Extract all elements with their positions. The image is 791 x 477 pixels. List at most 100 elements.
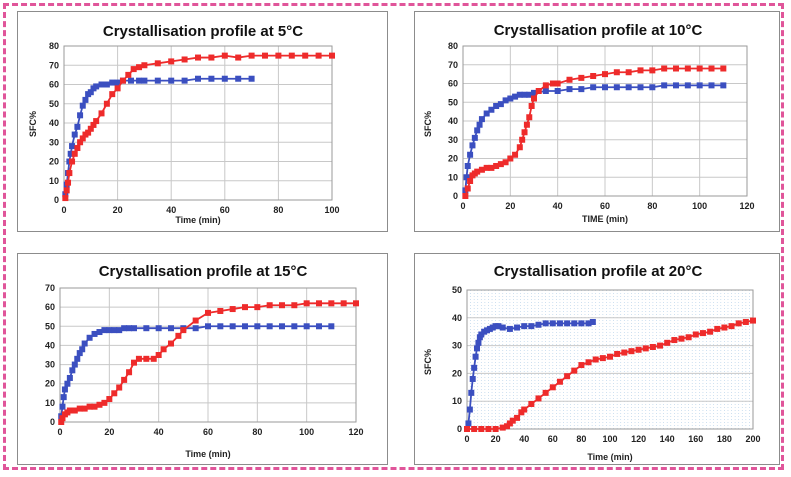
data-point: [720, 65, 727, 72]
y-tick-label: 0: [453, 191, 458, 201]
chart-title: Crystallisation profile at 20°C: [494, 263, 703, 280]
data-point: [77, 139, 84, 146]
y-tick-label: 30: [49, 137, 59, 147]
data-point: [664, 339, 671, 346]
data-point: [592, 356, 599, 363]
data-point: [242, 323, 248, 330]
data-point: [101, 399, 108, 406]
data-point: [528, 103, 535, 109]
data-point: [217, 307, 224, 314]
data-point: [150, 355, 157, 362]
y-tick-label: 20: [45, 379, 55, 389]
data-point: [661, 82, 668, 89]
chart-svg-5c: Crystallisation profile at 5°C 0 10 20 30 40 5…: [28, 23, 340, 225]
data-point: [340, 300, 347, 307]
data-point: [77, 112, 84, 119]
series-line-blue: [64, 77, 252, 195]
data-point: [495, 323, 502, 330]
data-point: [488, 106, 495, 113]
x-tick-label: 100: [299, 427, 314, 437]
data-point: [637, 84, 644, 91]
data-point: [303, 300, 310, 307]
x-tick-label: 20: [491, 434, 501, 444]
data-point: [549, 384, 556, 391]
data-point: [735, 320, 742, 327]
y-tick-label: 20: [448, 154, 458, 164]
y-tick-label: 70: [45, 283, 55, 293]
data-point: [521, 129, 528, 136]
data-point: [59, 403, 66, 410]
data-point: [556, 320, 563, 327]
data-point: [136, 64, 143, 71]
plot-area: [59, 287, 357, 423]
data-point: [556, 378, 563, 385]
y-tick-label: 80: [448, 41, 458, 51]
x-tick-label: 100: [602, 434, 617, 444]
data-point: [499, 424, 506, 431]
data-point: [91, 330, 98, 337]
data-point: [467, 178, 474, 184]
data-point: [114, 85, 121, 92]
data-point: [742, 318, 749, 325]
data-point: [155, 325, 162, 332]
data-point: [279, 302, 285, 309]
data-point: [507, 155, 514, 162]
data-point: [180, 327, 187, 334]
data-point: [528, 400, 535, 407]
y-tick-label: 10: [448, 172, 458, 182]
data-point: [242, 304, 248, 311]
data-point: [302, 52, 309, 59]
data-point: [549, 320, 556, 327]
data-point: [671, 337, 678, 344]
data-point: [554, 80, 561, 87]
x-tick-label: 40: [553, 201, 563, 211]
x-tick-label: 20: [113, 205, 123, 215]
data-point: [101, 327, 108, 334]
data-point: [521, 323, 528, 330]
data-point: [512, 93, 519, 100]
data-point: [71, 407, 78, 414]
data-point: [131, 325, 137, 332]
data-point: [254, 304, 261, 311]
data-point: [195, 75, 201, 82]
data-point: [74, 145, 81, 152]
data-point: [493, 163, 500, 169]
data-point: [103, 81, 110, 88]
data-point: [229, 323, 236, 330]
data-point: [721, 324, 728, 331]
data-point: [195, 54, 201, 61]
plot-area: [63, 45, 333, 201]
data-point: [673, 65, 679, 72]
data-point: [476, 121, 483, 128]
data-point: [221, 75, 228, 82]
x-tick-label: 100: [324, 205, 339, 215]
data-point: [288, 52, 295, 59]
data-point: [514, 324, 521, 331]
data-point: [181, 56, 188, 63]
data-point: [512, 151, 519, 158]
data-point: [155, 352, 162, 358]
data-point: [62, 195, 69, 202]
data-point: [143, 355, 150, 362]
data-point: [696, 65, 703, 72]
x-tick-label: 120: [631, 434, 646, 444]
data-point: [720, 82, 727, 89]
data-point: [578, 362, 585, 369]
y-tick-label: 50: [49, 99, 59, 109]
x-tick-label: 40: [154, 427, 164, 437]
data-point: [542, 82, 549, 89]
data-point: [521, 406, 528, 413]
data-point: [472, 353, 479, 360]
data-point: [109, 91, 116, 98]
data-point: [468, 389, 475, 396]
data-point: [502, 97, 509, 104]
data-point: [699, 330, 706, 337]
data-point: [542, 320, 549, 327]
x-tick-label: 60: [600, 201, 610, 211]
chart-title: Crystallisation profile at 5°C: [103, 23, 303, 40]
data-point: [696, 82, 703, 89]
y-tick-label: 50: [45, 321, 55, 331]
x-tick-label: 200: [745, 434, 760, 444]
data-point: [492, 426, 499, 432]
data-point: [628, 348, 635, 355]
